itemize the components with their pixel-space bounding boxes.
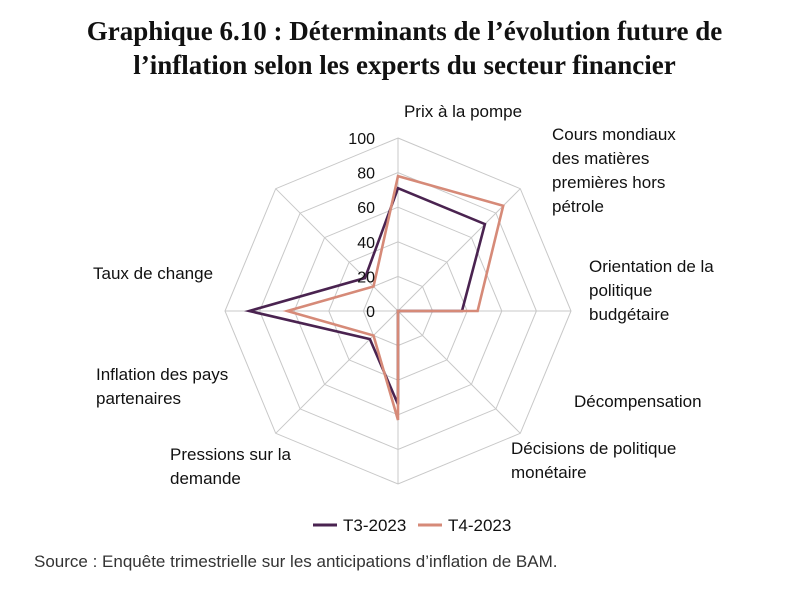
chart-title: Graphique 6.10 : Déterminants de l’évolu… bbox=[0, 14, 809, 82]
legend: T3-2023 T4-2023 bbox=[313, 516, 511, 535]
category-label-5: Pressions sur la demande bbox=[170, 445, 291, 488]
spoke-5 bbox=[275, 310, 399, 434]
category-label-1: Cours mondiaux des matières premières hors… bbox=[552, 125, 676, 216]
radar-series bbox=[244, 174, 505, 421]
legend-label-T4-2023: T4-2023 bbox=[448, 516, 511, 535]
chart-title-line-1: Graphique 6.10 : Déterminants de l’évolu… bbox=[86, 16, 723, 46]
radar-grid bbox=[224, 137, 572, 485]
tick-label-0: 0 bbox=[366, 304, 375, 321]
category-label-2: Orientation de la politique budgétaire bbox=[589, 257, 714, 324]
legend-label-T3-2023: T3-2023 bbox=[343, 516, 406, 535]
tick-label-100: 100 bbox=[348, 131, 375, 148]
category-label-6: Inflation des pays partenaires bbox=[96, 365, 228, 408]
spoke-7 bbox=[275, 188, 399, 312]
radial-tick-labels: 0 20 40 60 80 100 bbox=[348, 131, 375, 321]
spoke-1 bbox=[397, 188, 521, 312]
category-label-4: Décisions de politique monétaire bbox=[511, 439, 676, 482]
series-line-T4-2023 bbox=[282, 174, 505, 421]
category-label-7: Taux de change bbox=[93, 264, 213, 283]
category-label-0: Prix à la pompe bbox=[404, 102, 522, 121]
tick-label-20: 20 bbox=[357, 269, 375, 286]
spoke-3 bbox=[397, 310, 521, 434]
tick-label-60: 60 bbox=[357, 200, 375, 217]
chart-title-line-2: l’inflation selon les experts du secteur… bbox=[133, 50, 676, 80]
tick-label-80: 80 bbox=[357, 166, 375, 183]
category-label-3: Décompensation bbox=[574, 392, 702, 411]
category-labels: Prix à la pompe Cours mondiaux des matière… bbox=[93, 102, 714, 488]
tick-label-40: 40 bbox=[357, 235, 375, 252]
source-note: Source : Enquête trimestrielle sur les a… bbox=[34, 552, 558, 571]
